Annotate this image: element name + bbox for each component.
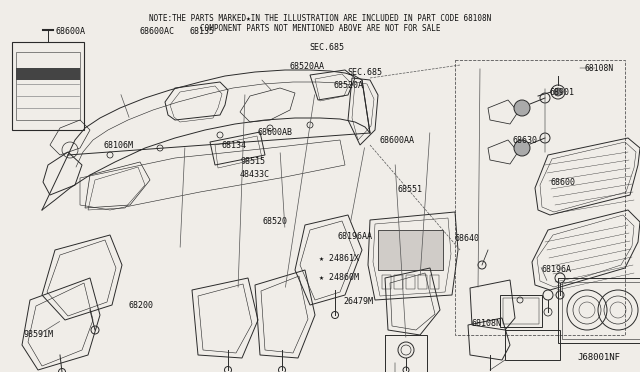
Text: 68600A: 68600A xyxy=(56,27,85,36)
Text: ★ 24861X: ★ 24861X xyxy=(319,254,359,263)
Text: 68134: 68134 xyxy=(221,141,246,150)
Text: 98515: 98515 xyxy=(240,157,266,166)
Bar xyxy=(378,230,443,270)
Bar xyxy=(430,275,439,289)
Text: 26479M: 26479M xyxy=(344,297,373,306)
Bar xyxy=(418,275,427,289)
Bar xyxy=(16,68,80,80)
Text: 68520AA: 68520AA xyxy=(290,62,324,71)
Text: 68196AA: 68196AA xyxy=(338,232,372,241)
Bar xyxy=(16,52,80,120)
Text: 68600AB: 68600AB xyxy=(258,128,292,137)
Text: 68901: 68901 xyxy=(549,88,575,97)
Text: 68600AA: 68600AA xyxy=(380,136,414,145)
Bar xyxy=(558,278,640,343)
Text: 68520A: 68520A xyxy=(334,81,364,90)
Bar xyxy=(503,298,539,324)
Bar xyxy=(382,275,391,289)
Text: 68196A: 68196A xyxy=(542,265,572,274)
Text: 68106M: 68106M xyxy=(104,141,133,150)
Circle shape xyxy=(554,88,562,96)
Text: 98591M: 98591M xyxy=(24,330,53,339)
Bar xyxy=(406,275,415,289)
Text: 48433C: 48433C xyxy=(240,170,269,179)
Text: 68135: 68135 xyxy=(189,27,214,36)
Text: 68108N: 68108N xyxy=(472,319,501,328)
Bar xyxy=(562,282,640,339)
Text: 68600AC: 68600AC xyxy=(140,27,174,36)
Text: 68551: 68551 xyxy=(397,185,422,194)
Bar xyxy=(455,60,625,335)
Text: 68200: 68200 xyxy=(128,301,154,310)
Bar xyxy=(385,335,427,372)
Bar xyxy=(12,42,84,130)
Text: ★ 24860M: ★ 24860M xyxy=(319,273,359,282)
Circle shape xyxy=(514,100,530,116)
Bar xyxy=(500,295,542,327)
Text: 68630: 68630 xyxy=(512,136,538,145)
Circle shape xyxy=(514,140,530,156)
Text: 68600: 68600 xyxy=(550,178,576,187)
Text: NOTE:THE PARTS MARKED★IN THE ILLUSTRATION ARE INCLUDED IN PART CODE 68108N
COMPO: NOTE:THE PARTS MARKED★IN THE ILLUSTRATIO… xyxy=(149,14,491,33)
Text: 68640: 68640 xyxy=(454,234,480,243)
Bar xyxy=(505,330,560,360)
Text: SEC.685: SEC.685 xyxy=(309,43,344,52)
Text: SEC.685: SEC.685 xyxy=(348,68,382,77)
Text: 68108N: 68108N xyxy=(585,64,614,73)
Bar xyxy=(394,275,403,289)
Text: 68520: 68520 xyxy=(262,217,288,226)
Text: J68001NF: J68001NF xyxy=(577,353,620,362)
